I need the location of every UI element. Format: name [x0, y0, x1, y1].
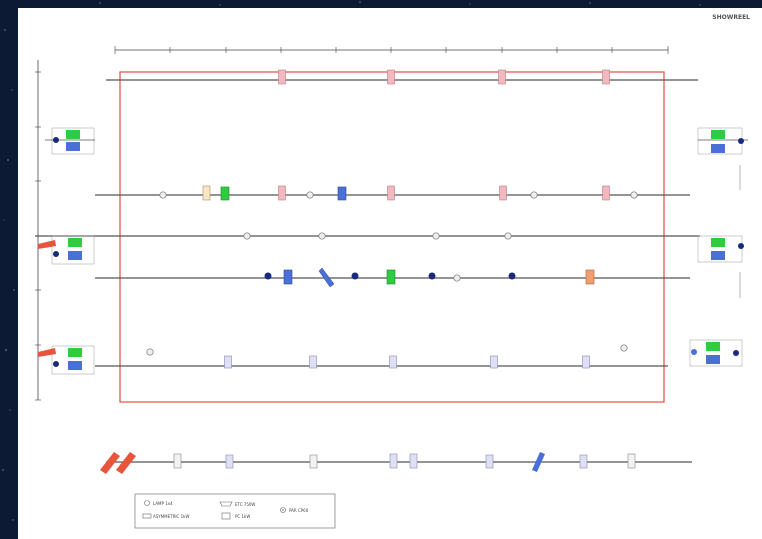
- right-boom-middle: [697, 235, 744, 263]
- right-boom-lower: [689, 339, 743, 367]
- legend-label-etc: ETC 750W: [235, 502, 255, 507]
- legend-circle-icon: [144, 500, 150, 506]
- legend-label-lamp: LAMP 1x4: [153, 501, 173, 506]
- left-boom-lower: [38, 345, 95, 375]
- lighting-pipe-3: [35, 232, 700, 240]
- top-ruler: [114, 46, 669, 54]
- left-boom-middle: [38, 235, 95, 265]
- legend-trapezoid-icon: [219, 501, 233, 507]
- left-ruler: [35, 60, 41, 401]
- lighting-pipe-5: [95, 344, 668, 369]
- left-boom-upper: [45, 127, 95, 155]
- lighting-pipe-4: [95, 267, 690, 288]
- legend-square-icon: [221, 512, 231, 520]
- legend-label-asymmetric: ASYMMETRIC 1kW: [153, 514, 189, 519]
- stage-outline: [119, 71, 665, 403]
- right-boom-upper: [697, 127, 748, 155]
- legend-wide-rect-icon: [142, 513, 152, 519]
- corner-label: SHOWREEL: [712, 14, 750, 21]
- legend: LAMP 1x4 ASYMMETRIC 1kW ETC 750W PC 1kW …: [134, 493, 336, 529]
- front-of-house-pipe: [100, 452, 692, 474]
- lighting-pipe-1: [106, 69, 698, 85]
- lighting-pipe-2: [95, 185, 690, 201]
- legend-label-pc: PC 1kW: [235, 514, 250, 519]
- legend-label-par: PAR CP60: [289, 508, 309, 513]
